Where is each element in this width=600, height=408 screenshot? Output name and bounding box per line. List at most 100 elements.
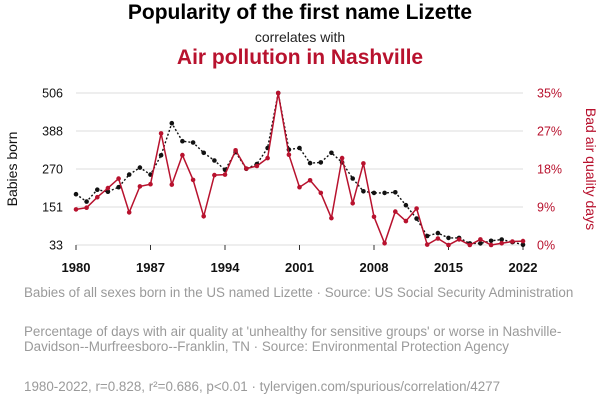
s2-point xyxy=(488,242,494,248)
y-left-tick-label: 270 xyxy=(42,163,63,177)
s1-point xyxy=(95,187,100,192)
legend-item-air: Percentage of days with air quality at '… xyxy=(4,324,596,354)
chart: 33 0% 151 9% 270 18% 388 27% 506 35% 1980 1987 1994 2… xyxy=(4,87,599,276)
x-tick-label: 1980 xyxy=(62,260,91,275)
s1-point xyxy=(297,145,302,151)
s1-point xyxy=(307,160,313,166)
s1-point xyxy=(73,191,79,197)
s2-point xyxy=(297,184,302,190)
s1-point xyxy=(212,158,217,163)
s2-point xyxy=(254,163,260,169)
y-right-axis-label: Bad air quality days xyxy=(583,108,599,230)
x-tick-label: 2022 xyxy=(509,260,538,275)
axes: 33 0% 151 9% 270 18% 388 27% 506 35% 1980 1987 1994 2… xyxy=(4,87,599,276)
chart-footer: 1980-2022, r=0.828, r²=0.686, p<0.01 · t… xyxy=(24,379,501,394)
s2-point xyxy=(137,184,143,189)
s1-point xyxy=(424,233,430,239)
s2-point xyxy=(84,205,89,210)
s2-point xyxy=(158,131,164,136)
s1-point xyxy=(318,160,324,165)
s2-point xyxy=(478,237,483,242)
s2-point xyxy=(456,237,462,242)
y-left-axis-label: Babies born xyxy=(4,132,20,207)
s2-point xyxy=(286,152,292,157)
s2-point xyxy=(350,201,356,206)
s2-point xyxy=(510,239,515,244)
s2-point xyxy=(435,236,441,241)
s2-point xyxy=(244,166,249,171)
s2-point xyxy=(201,214,206,219)
s2-point xyxy=(329,215,334,221)
y-left-tick-label: 388 xyxy=(42,125,63,139)
y-right-tick-label: 0% xyxy=(537,239,555,253)
s1-point xyxy=(371,190,377,196)
s2-point xyxy=(446,242,451,248)
x-tick-label: 1987 xyxy=(136,260,165,275)
x-tick-label: 2001 xyxy=(285,260,314,275)
s1-point xyxy=(201,150,206,156)
y-right-tick-label: 35% xyxy=(537,87,562,101)
s1-point xyxy=(158,153,164,158)
s1-point xyxy=(190,140,196,145)
s1-point xyxy=(488,238,494,244)
s2-point xyxy=(73,207,79,212)
s2-point xyxy=(382,241,387,246)
s2-point xyxy=(212,172,217,178)
s2-point xyxy=(148,181,153,187)
s2-point xyxy=(95,194,100,200)
s2-point xyxy=(307,178,313,183)
s1-point xyxy=(137,165,143,170)
s1-point xyxy=(105,189,111,194)
y-left-tick-label: 506 xyxy=(42,87,63,101)
x-tick-label: 1994 xyxy=(211,260,241,275)
s1-point xyxy=(361,189,366,194)
s2-point xyxy=(222,172,228,177)
s2-point xyxy=(393,209,398,214)
chart-title-secondary: Air pollution in Nashville xyxy=(176,46,424,69)
s2-point xyxy=(520,238,526,244)
s2-point xyxy=(180,152,185,158)
s2-point xyxy=(499,241,505,246)
s2-point xyxy=(190,177,196,183)
s2-point xyxy=(233,148,238,153)
s1-point xyxy=(116,184,121,190)
s2-point xyxy=(318,190,324,196)
s1-point xyxy=(414,216,419,221)
s2-point xyxy=(403,218,409,224)
s1-point xyxy=(169,120,175,126)
s2-point xyxy=(265,155,270,161)
s2-point xyxy=(105,185,111,191)
legend-label-air: Percentage of days with air quality at '… xyxy=(24,324,562,354)
chart-subtitle: correlates with xyxy=(254,29,346,45)
s1-point xyxy=(499,237,505,242)
gridlines xyxy=(76,92,523,246)
s2-point xyxy=(467,242,473,248)
x-tick-label: 2008 xyxy=(360,260,389,275)
y-left-tick-label: 151 xyxy=(42,201,63,215)
s2-point xyxy=(169,182,175,187)
series-bad-air-days xyxy=(73,90,526,248)
s1-point xyxy=(478,241,483,246)
s1-point xyxy=(520,242,526,247)
s1-point xyxy=(329,150,334,156)
y-right-tick-label: 9% xyxy=(537,201,555,215)
s2-point xyxy=(116,176,121,181)
s1-point xyxy=(180,138,185,144)
legend-item-babies: Babies of all sexes born in the US named… xyxy=(4,285,596,300)
s1-point xyxy=(393,190,398,195)
s1-point xyxy=(350,176,356,181)
s2-point xyxy=(126,210,132,215)
s1-point xyxy=(382,190,387,196)
y-right-tick-label: 27% xyxy=(537,125,562,139)
s2-point xyxy=(414,206,419,211)
s2-point xyxy=(424,242,430,247)
legend-label-babies: Babies of all sexes born in the US named… xyxy=(24,285,574,300)
y-right-tick-label: 18% xyxy=(537,163,562,177)
s2-point xyxy=(275,90,281,96)
s1-point xyxy=(126,172,132,177)
x-tick-label: 2015 xyxy=(434,260,463,275)
s2-point xyxy=(371,214,377,220)
s2-point xyxy=(339,155,345,161)
s1-point xyxy=(446,235,451,241)
s1-point xyxy=(84,199,89,204)
